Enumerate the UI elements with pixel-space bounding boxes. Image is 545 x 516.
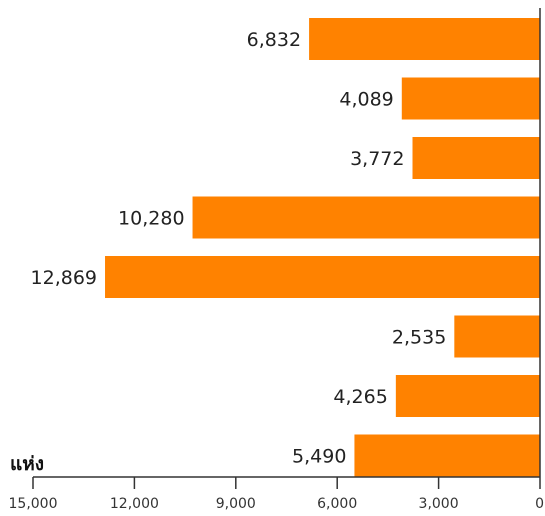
x-axis-unit-label: แห่ง	[10, 453, 44, 475]
bar-3	[412, 137, 540, 179]
x-tick-label-4: 6,000	[317, 496, 357, 512]
bar-value-label-3: 3,772	[350, 148, 404, 170]
bar-2	[401, 77, 540, 120]
bar-7	[395, 375, 540, 417]
bar-5	[105, 256, 540, 298]
bar-value-label-5: 12,869	[31, 267, 97, 289]
x-tick-label-6: 0	[535, 496, 544, 512]
x-tick-label-1: 15,000	[9, 496, 58, 512]
bar-value-label-6: 2,535	[392, 327, 446, 349]
bar-value-label-8: 5,490	[292, 446, 346, 468]
bar-4	[192, 196, 540, 239]
bar-8	[354, 434, 540, 477]
bar-value-label-4: 10,280	[118, 208, 184, 230]
bar-value-label-1: 6,832	[247, 29, 301, 51]
bar-value-label-7: 4,265	[333, 386, 387, 408]
bar-1	[309, 18, 540, 60]
x-tick-label-5: 3,000	[419, 496, 459, 512]
bar-labels-group: 6,832 4,089 3,772 10,280 12,869 2,535 4,265 5,4…	[31, 29, 447, 468]
x-tick-label-3: 9,000	[216, 496, 256, 512]
bar-value-label-2: 4,089	[339, 89, 393, 111]
x-tick-label-2: 12,000	[110, 496, 159, 512]
bars-group	[105, 18, 540, 477]
x-ticks-group: 15,000 12,000 9,000 6,000 3,000 0	[9, 477, 544, 512]
bar-6	[454, 315, 540, 358]
